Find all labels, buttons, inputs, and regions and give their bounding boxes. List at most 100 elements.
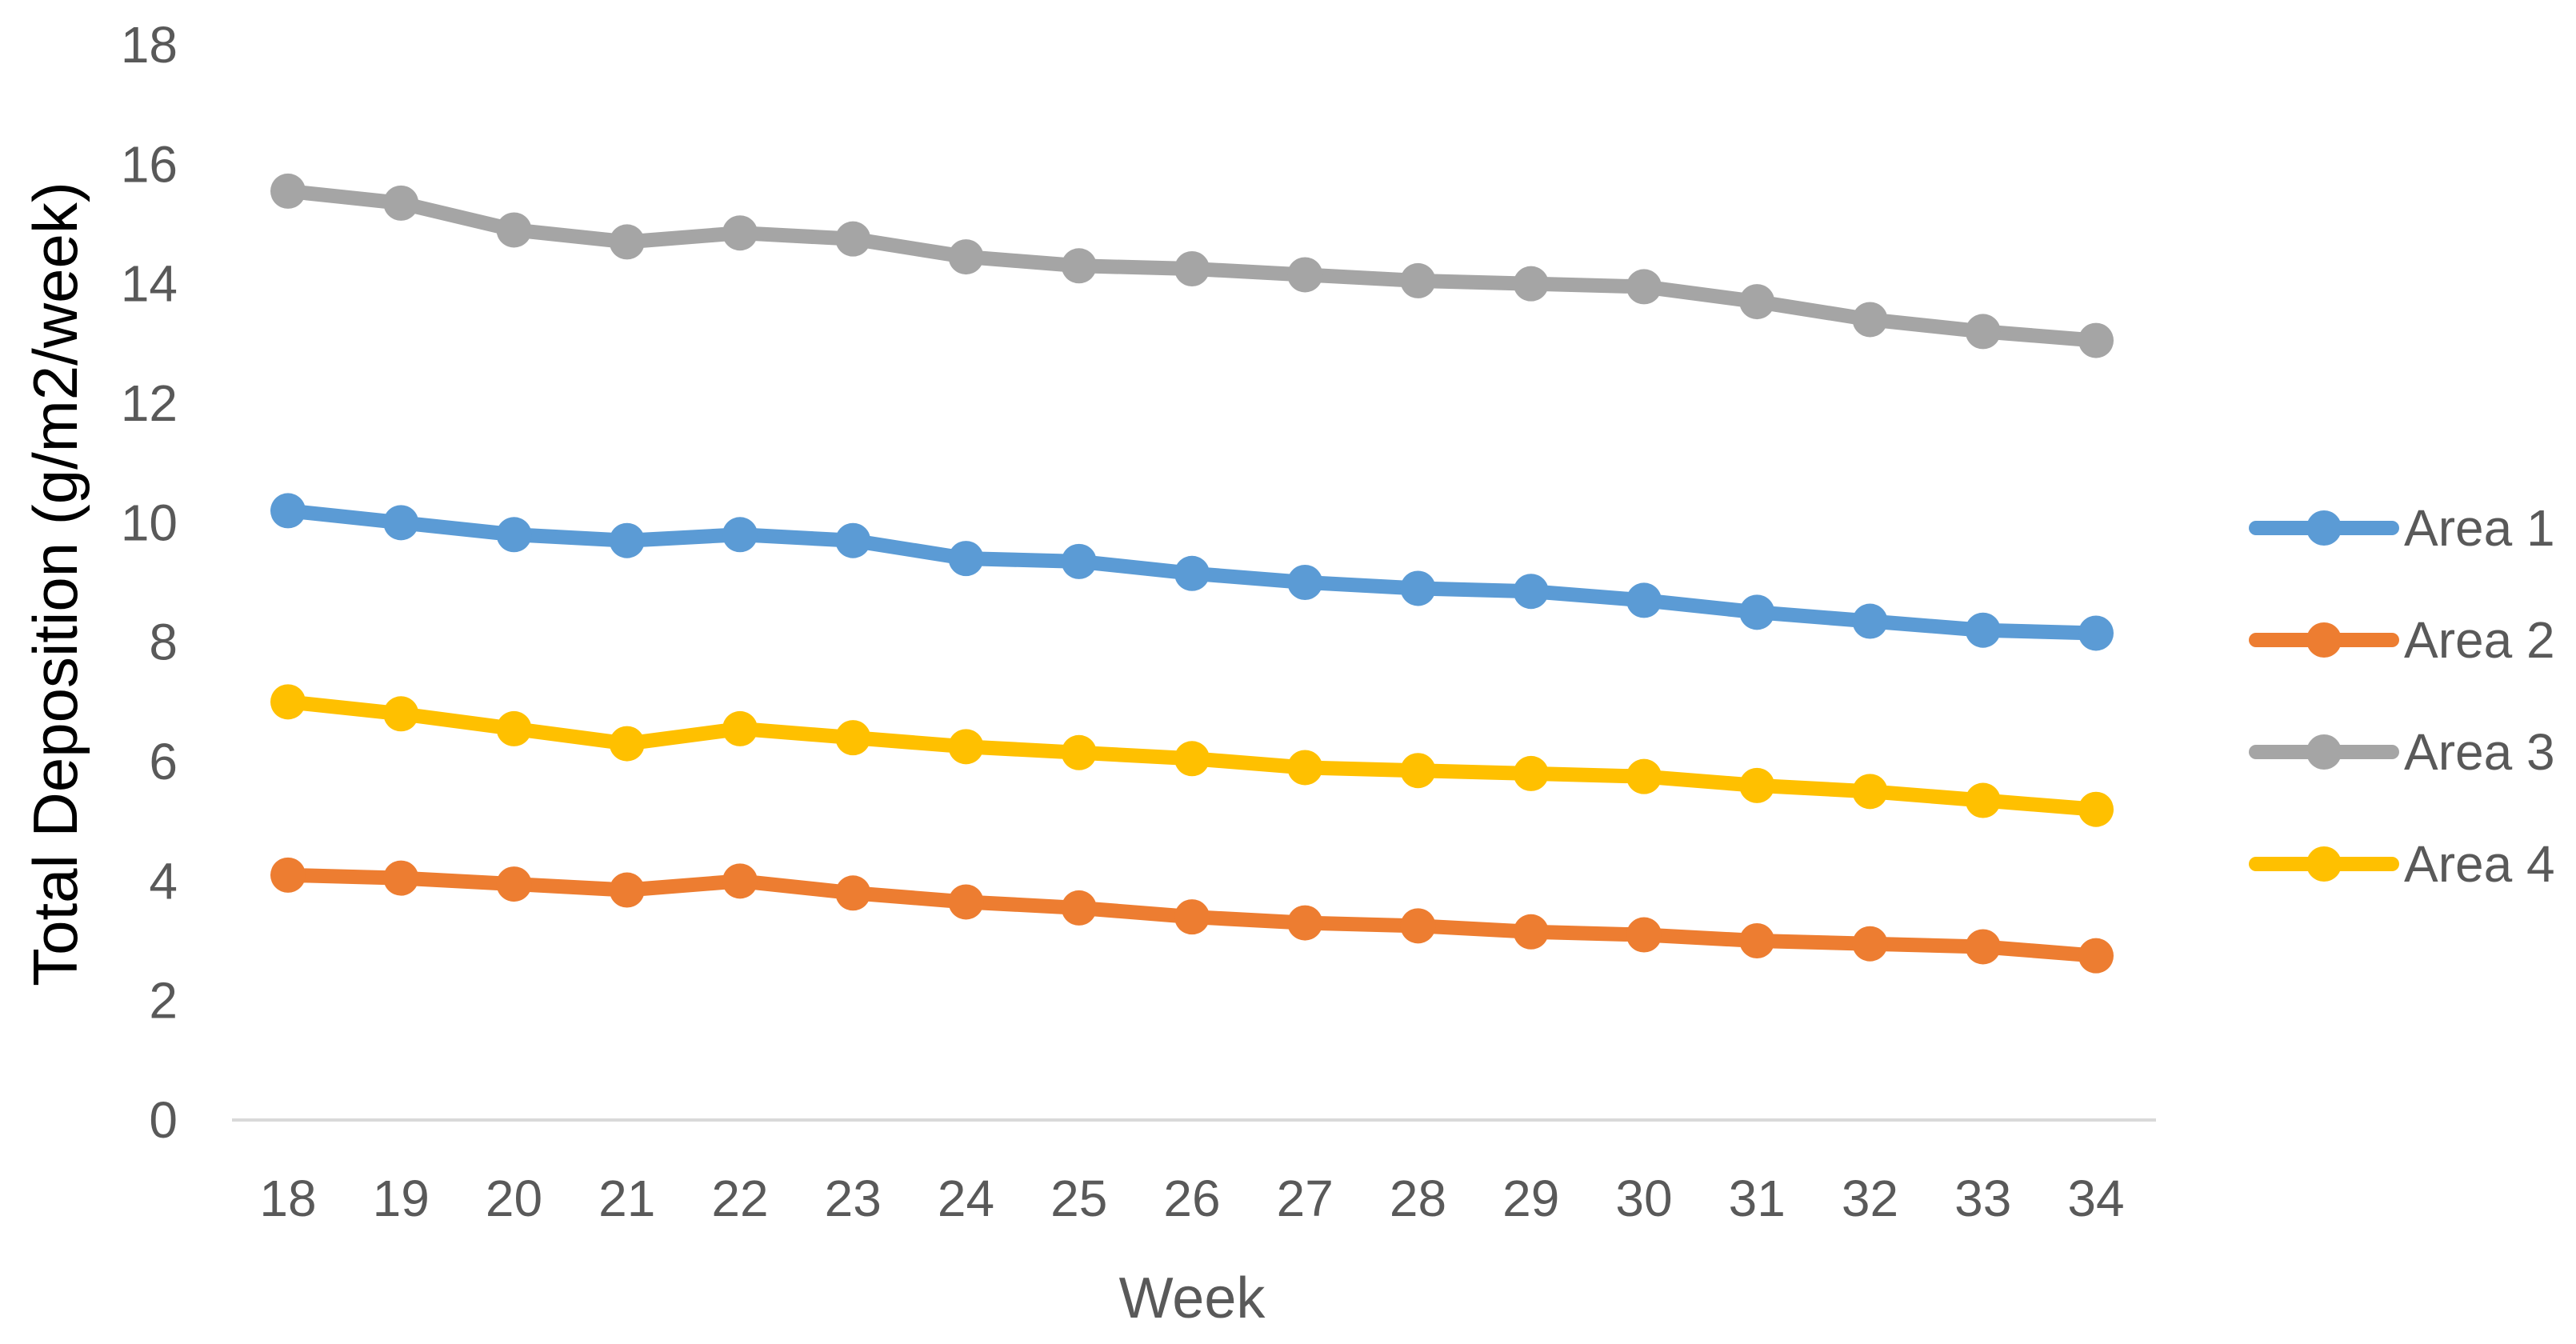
data-point xyxy=(948,541,984,577)
data-point xyxy=(1739,594,1775,630)
data-point xyxy=(2078,791,2114,827)
y-tick-label: 0 xyxy=(149,1091,178,1149)
x-axis-ticks: 18 19 20 21 22 23 24 25 26 27 28 29 30 31 32 33 34 xyxy=(259,1170,2124,1227)
series-area-3 xyxy=(270,173,2114,358)
legend-swatch-marker xyxy=(2306,622,2342,658)
data-point xyxy=(1287,565,1323,600)
data-point xyxy=(1852,603,1888,639)
legend-swatch-marker xyxy=(2306,846,2342,882)
data-point xyxy=(1061,734,1097,770)
data-point xyxy=(1287,905,1323,941)
data-point xyxy=(1626,917,1662,953)
x-tick-label: 29 xyxy=(1502,1170,1559,1227)
data-point xyxy=(609,224,645,260)
y-tick-label: 2 xyxy=(149,972,178,1030)
data-point xyxy=(383,860,419,896)
data-point xyxy=(609,872,645,908)
x-tick-label: 32 xyxy=(1842,1170,1898,1227)
data-point xyxy=(1400,908,1436,944)
data-point xyxy=(1739,284,1775,320)
legend: Area 1 Area 2 Area 3 Area 4 xyxy=(2249,499,2555,893)
legend-label: Area 3 xyxy=(2404,723,2555,781)
data-point xyxy=(383,505,419,541)
data-point xyxy=(1965,314,2001,350)
y-axis-title: Total Deposition (g/m2/week) xyxy=(20,182,90,986)
y-tick-label: 14 xyxy=(121,255,178,313)
data-point xyxy=(2078,322,2114,358)
data-point xyxy=(1626,582,1662,618)
x-tick-label: 21 xyxy=(598,1170,655,1227)
data-point xyxy=(1626,269,1662,305)
data-point xyxy=(1061,543,1097,579)
data-point xyxy=(1965,612,2001,648)
series-lines xyxy=(270,173,2114,974)
data-point xyxy=(948,884,984,920)
x-tick-label: 33 xyxy=(1954,1170,2011,1227)
data-point xyxy=(722,517,758,553)
data-point xyxy=(1174,741,1210,777)
legend-label: Area 4 xyxy=(2404,835,2555,893)
x-tick-label: 20 xyxy=(486,1170,542,1227)
data-point xyxy=(722,863,758,899)
legend-item: Area 4 xyxy=(2249,835,2555,893)
series-area-4 xyxy=(270,684,2114,827)
data-point xyxy=(1287,257,1323,293)
y-tick-label: 8 xyxy=(149,614,178,671)
x-tick-label: 23 xyxy=(825,1170,882,1227)
y-tick-label: 18 xyxy=(121,16,178,74)
data-point xyxy=(835,875,871,911)
data-point xyxy=(835,221,871,257)
data-point xyxy=(1965,929,2001,965)
data-point xyxy=(1400,262,1436,298)
data-point xyxy=(496,710,532,746)
data-point xyxy=(609,522,645,558)
data-point xyxy=(1852,774,1888,810)
y-tick-label: 12 xyxy=(121,374,178,432)
data-point xyxy=(1626,758,1662,794)
x-tick-label: 18 xyxy=(259,1170,316,1227)
data-point xyxy=(1174,555,1210,591)
data-point xyxy=(496,866,532,902)
x-tick-label: 24 xyxy=(938,1170,994,1227)
data-point xyxy=(2078,615,2114,651)
data-point xyxy=(496,212,532,248)
y-tick-label: 16 xyxy=(121,135,178,193)
y-tick-label: 4 xyxy=(149,852,178,910)
data-point xyxy=(722,215,758,251)
data-point xyxy=(1513,755,1549,791)
data-point xyxy=(609,726,645,762)
data-point xyxy=(270,173,306,209)
data-point xyxy=(722,710,758,746)
data-point xyxy=(383,185,419,221)
x-tick-label: 31 xyxy=(1729,1170,1786,1227)
data-point xyxy=(1739,923,1775,958)
legend-item: Area 1 xyxy=(2249,499,2555,557)
legend-item: Area 3 xyxy=(2249,723,2555,781)
legend-item: Area 2 xyxy=(2249,611,2555,669)
x-tick-label: 34 xyxy=(2067,1170,2124,1227)
data-point xyxy=(1287,750,1323,786)
x-tick-label: 26 xyxy=(1163,1170,1220,1227)
data-point xyxy=(1739,767,1775,803)
x-tick-label: 28 xyxy=(1390,1170,1446,1227)
data-point xyxy=(496,517,532,553)
data-point xyxy=(1513,914,1549,950)
legend-label: Area 1 xyxy=(2404,499,2555,557)
data-point xyxy=(383,696,419,732)
data-point xyxy=(1061,890,1097,926)
data-point xyxy=(2078,938,2114,974)
legend-swatch-marker xyxy=(2306,510,2342,546)
x-tick-label: 19 xyxy=(373,1170,430,1227)
data-point xyxy=(1061,248,1097,284)
data-point xyxy=(1400,753,1436,789)
x-tick-label: 27 xyxy=(1277,1170,1334,1227)
data-point xyxy=(835,720,871,756)
data-point xyxy=(948,729,984,765)
y-tick-label: 10 xyxy=(121,494,178,551)
data-point xyxy=(1852,302,1888,338)
data-point xyxy=(1965,782,2001,818)
y-axis-ticks: 0 2 4 6 8 10 12 14 16 18 xyxy=(121,16,178,1149)
data-point xyxy=(1400,570,1436,606)
data-point xyxy=(270,493,306,529)
